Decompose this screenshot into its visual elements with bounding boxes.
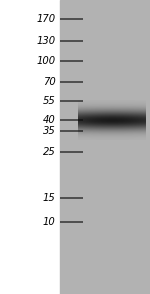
Text: 170: 170 [36,14,56,24]
Text: 35: 35 [43,126,56,136]
Text: 15: 15 [43,193,56,203]
Bar [0,0,60,294]
Text: 40: 40 [43,115,56,125]
Text: 55: 55 [43,96,56,106]
Text: 130: 130 [36,36,56,46]
Text: 70: 70 [43,77,56,87]
Text: 100: 100 [36,56,56,66]
Bar [60,0,150,294]
Text: 25: 25 [43,147,56,157]
Text: 10: 10 [43,217,56,227]
